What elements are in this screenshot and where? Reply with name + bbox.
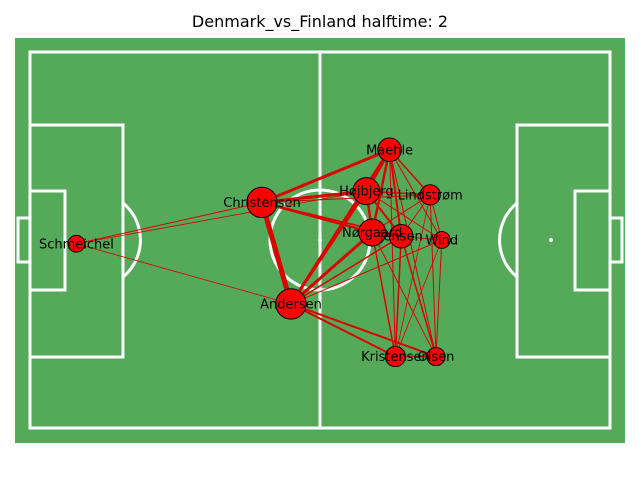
pass-edge [429, 194, 437, 358]
player-node [377, 137, 402, 163]
player-node [432, 231, 451, 249]
pitch-markings [16, 50, 624, 430]
left-goal [16, 216, 32, 264]
player-label: Lindstrøm [398, 188, 463, 203]
pass-edge [371, 231, 397, 358]
pass-edge [290, 235, 402, 305]
right-penalty-arc [498, 201, 518, 279]
pass-edge [76, 243, 292, 305]
pass-edge [389, 149, 396, 358]
player-label: Christensen [223, 196, 300, 211]
pass-edge [394, 235, 402, 358]
pass-edge [394, 239, 443, 357]
player-node [426, 346, 446, 367]
player-node [67, 234, 86, 253]
pass-edge [371, 231, 437, 358]
right-penalty-spot [549, 238, 553, 242]
pass-edge [290, 302, 397, 358]
pass-edge [435, 239, 443, 358]
pass-edge [260, 148, 392, 204]
player-labels: Schmeichel Christensen Andersen Maehle Linds… [39, 143, 463, 365]
pass-edge [259, 199, 294, 307]
player-nodes [67, 137, 451, 368]
right-goal [608, 216, 624, 264]
pass-edge [389, 149, 443, 241]
player-label: Jensen [379, 230, 423, 245]
pass-edge [370, 148, 391, 234]
left-penalty-arc [122, 201, 142, 279]
player-node [358, 218, 387, 247]
pass-edge [290, 302, 437, 358]
player-label: Schmeichel [39, 237, 114, 252]
player-node [388, 223, 414, 249]
player-label: Olsen [418, 350, 455, 365]
pass-edge [290, 239, 443, 305]
pass-edge [75, 201, 263, 245]
football-pitch [15, 38, 625, 443]
player-label: Maehle [366, 143, 413, 158]
pass-edge [365, 190, 443, 241]
player-label: Højbjerg [339, 185, 394, 200]
player-label: Wind [425, 234, 458, 249]
pass-edge [289, 230, 374, 306]
pass-edge [389, 149, 437, 358]
pass-edge [261, 194, 431, 203]
chart-title: Denmark_vs_Finland halftime: 2 [191, 12, 449, 31]
centre-spot [318, 238, 322, 242]
pass-edge [76, 190, 367, 245]
player-node [246, 186, 278, 219]
player-label: Nørgaard [342, 226, 402, 241]
player-node [384, 345, 406, 368]
pass-edge [400, 235, 437, 358]
player-node [352, 177, 381, 206]
pass-edge [260, 189, 368, 204]
player-label: Andersen [260, 297, 322, 312]
player-node [419, 184, 441, 206]
pass-edge [289, 189, 368, 306]
player-node [275, 288, 307, 320]
player-label: Kristensen [361, 350, 430, 365]
